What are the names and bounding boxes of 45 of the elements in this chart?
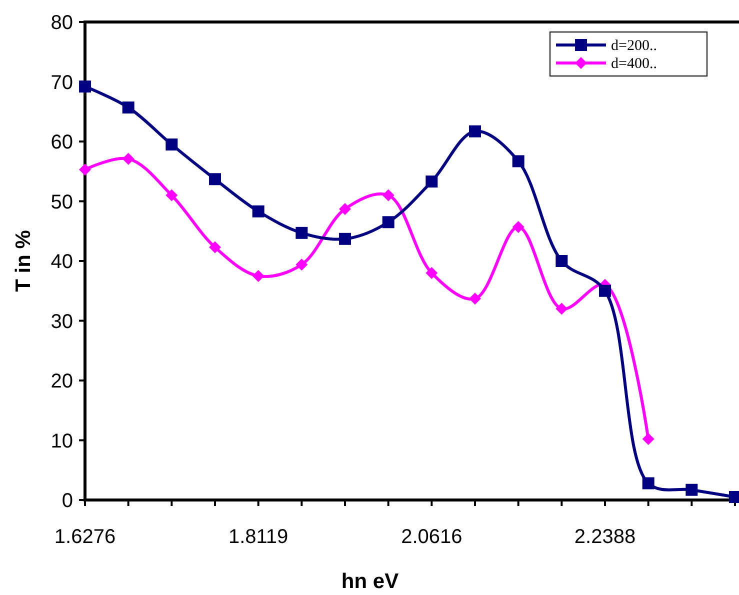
point (512, 155, 524, 168)
point (79, 164, 91, 176)
point (599, 284, 611, 297)
y-tick-label: 10 (50, 430, 73, 452)
y-tick-label: 50 (50, 191, 73, 214)
x-tick-label: 1.6276 (54, 526, 116, 548)
point (339, 203, 351, 216)
point (556, 255, 568, 267)
point (166, 189, 178, 202)
y-tick-label: 80 (50, 12, 73, 34)
point (382, 189, 394, 202)
point (512, 220, 524, 233)
point (642, 477, 654, 490)
y-tick-label: 0 (62, 490, 73, 512)
y-tick-label: 30 (50, 310, 73, 333)
x-axis-title: hn eV (341, 570, 399, 593)
x-tick-label: 2.0616 (401, 526, 462, 548)
point (296, 258, 308, 271)
y-tick-label: 60 (50, 132, 73, 154)
legend-label: d=200.. (611, 38, 657, 54)
legend-label: d=400.. (611, 56, 657, 72)
y-tick-label: 70 (50, 72, 73, 94)
point (556, 302, 568, 315)
point (426, 176, 438, 188)
y-axis-title: T in % (12, 230, 35, 292)
y-tick-label: 20 (50, 370, 73, 392)
point (686, 484, 698, 496)
x-tick-label: 2.2388 (574, 526, 636, 548)
point (166, 138, 178, 150)
point (469, 125, 481, 138)
point (339, 232, 351, 245)
point (426, 266, 438, 279)
point (382, 216, 394, 228)
point (79, 80, 91, 93)
point (296, 226, 308, 239)
y-tick-label: 40 (50, 251, 73, 273)
point (252, 270, 264, 282)
x-tick-label: 1.8119 (228, 526, 288, 548)
point (209, 173, 221, 186)
point (122, 152, 134, 165)
point (209, 241, 221, 254)
point (642, 433, 654, 446)
point (469, 292, 481, 305)
point (122, 101, 134, 114)
point (252, 205, 264, 218)
